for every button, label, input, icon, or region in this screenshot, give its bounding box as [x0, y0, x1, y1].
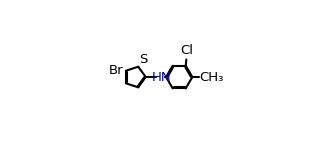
Text: Cl: Cl: [180, 44, 193, 57]
Text: S: S: [139, 53, 147, 66]
Text: CH₃: CH₃: [199, 70, 223, 83]
Text: Br: Br: [109, 64, 123, 77]
Text: HN: HN: [151, 70, 171, 83]
